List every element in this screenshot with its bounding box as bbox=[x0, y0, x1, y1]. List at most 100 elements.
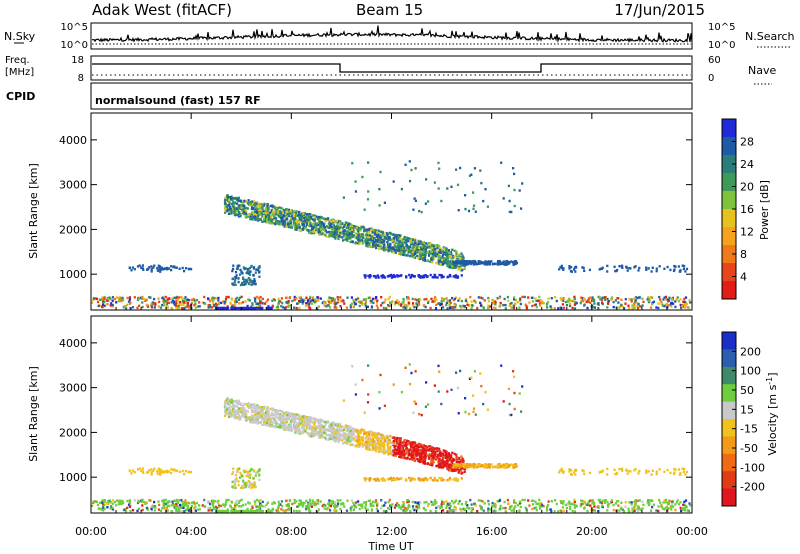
power-cell bbox=[244, 282, 247, 286]
power-cell bbox=[399, 240, 402, 243]
power-cell bbox=[339, 220, 342, 223]
velocity-cell bbox=[289, 424, 292, 427]
power-cell bbox=[413, 248, 416, 251]
power-cell bbox=[162, 300, 165, 303]
power-cell bbox=[277, 215, 280, 218]
power-cell bbox=[310, 302, 314, 305]
power-cell bbox=[303, 212, 306, 215]
velocity-cell bbox=[387, 441, 390, 445]
power-cell bbox=[277, 297, 280, 301]
power-cell bbox=[223, 200, 227, 203]
power-cell bbox=[365, 237, 368, 241]
velocity-cell bbox=[265, 417, 268, 420]
velocity-cell bbox=[397, 439, 400, 443]
velocity-cell bbox=[358, 436, 361, 440]
velocity-cell bbox=[228, 413, 231, 417]
power-cell bbox=[239, 268, 242, 272]
power-cell bbox=[328, 235, 331, 238]
power-cell bbox=[282, 223, 285, 226]
power-cell bbox=[359, 238, 362, 242]
power-cell bbox=[457, 209, 460, 212]
power-cell bbox=[616, 268, 619, 272]
power-cell bbox=[402, 238, 405, 241]
velocity-cell bbox=[289, 413, 292, 416]
power-cell bbox=[320, 228, 323, 231]
velocity-cell bbox=[241, 414, 244, 418]
power-cell bbox=[289, 212, 292, 215]
velocity-cell bbox=[422, 444, 425, 447]
power-cell bbox=[246, 280, 249, 283]
velocity-cell bbox=[430, 453, 433, 457]
power-cell bbox=[394, 249, 397, 252]
power-colorbar-swatch bbox=[722, 245, 736, 264]
power-cell bbox=[399, 274, 402, 277]
velocity-cell bbox=[327, 425, 330, 428]
power-cell bbox=[245, 212, 248, 216]
power-cell bbox=[689, 301, 692, 304]
power-cell bbox=[407, 239, 410, 243]
power-cell bbox=[250, 207, 253, 211]
power-cell bbox=[265, 218, 268, 222]
power-cell bbox=[474, 301, 477, 304]
velocity-cell bbox=[416, 457, 419, 461]
velocity-cell bbox=[335, 435, 338, 438]
power-cell bbox=[486, 205, 489, 208]
velocity-cell bbox=[446, 462, 449, 465]
power-cell bbox=[431, 246, 434, 250]
power-cell bbox=[583, 304, 586, 307]
power-cell bbox=[257, 214, 260, 217]
power-cell bbox=[247, 282, 251, 286]
power-cell bbox=[370, 305, 374, 308]
power-cell bbox=[442, 251, 445, 254]
velocity-cell bbox=[380, 444, 383, 447]
power-cell bbox=[381, 232, 384, 235]
power-cell bbox=[539, 299, 542, 302]
power-cell bbox=[353, 224, 356, 228]
power-cell bbox=[332, 297, 335, 300]
power-cell bbox=[232, 203, 236, 207]
velocity-cell bbox=[448, 454, 451, 458]
power-cell bbox=[414, 241, 417, 245]
velocity-cell bbox=[452, 459, 455, 462]
velocity-cell bbox=[432, 449, 435, 453]
velocity-cell bbox=[328, 424, 331, 427]
power-cell bbox=[382, 246, 385, 249]
power-cell bbox=[391, 250, 394, 253]
power-cell bbox=[360, 234, 363, 237]
power-cell bbox=[404, 306, 407, 310]
power-cell bbox=[264, 211, 267, 215]
power-cell bbox=[588, 268, 591, 272]
velocity-cell bbox=[408, 440, 411, 444]
power-cell bbox=[278, 211, 281, 214]
velocity-cell bbox=[451, 451, 454, 454]
power-cell bbox=[232, 267, 235, 271]
power-cell bbox=[377, 238, 380, 241]
velocity-cell bbox=[349, 440, 352, 443]
power-cell bbox=[375, 304, 378, 307]
power-cell bbox=[238, 264, 241, 267]
velocity-cell bbox=[426, 449, 429, 452]
power-cell bbox=[183, 307, 186, 310]
velocity-cell bbox=[372, 431, 375, 435]
velocity-cell bbox=[382, 436, 385, 440]
velocity-cell bbox=[378, 437, 381, 440]
power-cell bbox=[141, 264, 144, 267]
velocity-cell bbox=[402, 441, 405, 444]
power-cell bbox=[404, 303, 407, 307]
power-cell bbox=[480, 181, 483, 185]
power-cell bbox=[636, 307, 640, 310]
power-colorbar-tick-label: 16 bbox=[740, 203, 754, 216]
power-cell bbox=[639, 305, 642, 308]
velocity-cell bbox=[225, 412, 228, 416]
power-cell bbox=[230, 306, 233, 310]
power-cell bbox=[413, 238, 416, 241]
power-y-tick-label: 4000 bbox=[59, 134, 87, 147]
velocity-cell bbox=[434, 454, 437, 457]
power-cell bbox=[166, 266, 169, 270]
velocity-cell bbox=[339, 425, 342, 428]
power-cell bbox=[178, 300, 181, 304]
velocity-cell bbox=[388, 438, 391, 442]
velocity-cell bbox=[446, 467, 449, 471]
power-cell bbox=[336, 299, 339, 303]
power-cell bbox=[416, 254, 419, 258]
